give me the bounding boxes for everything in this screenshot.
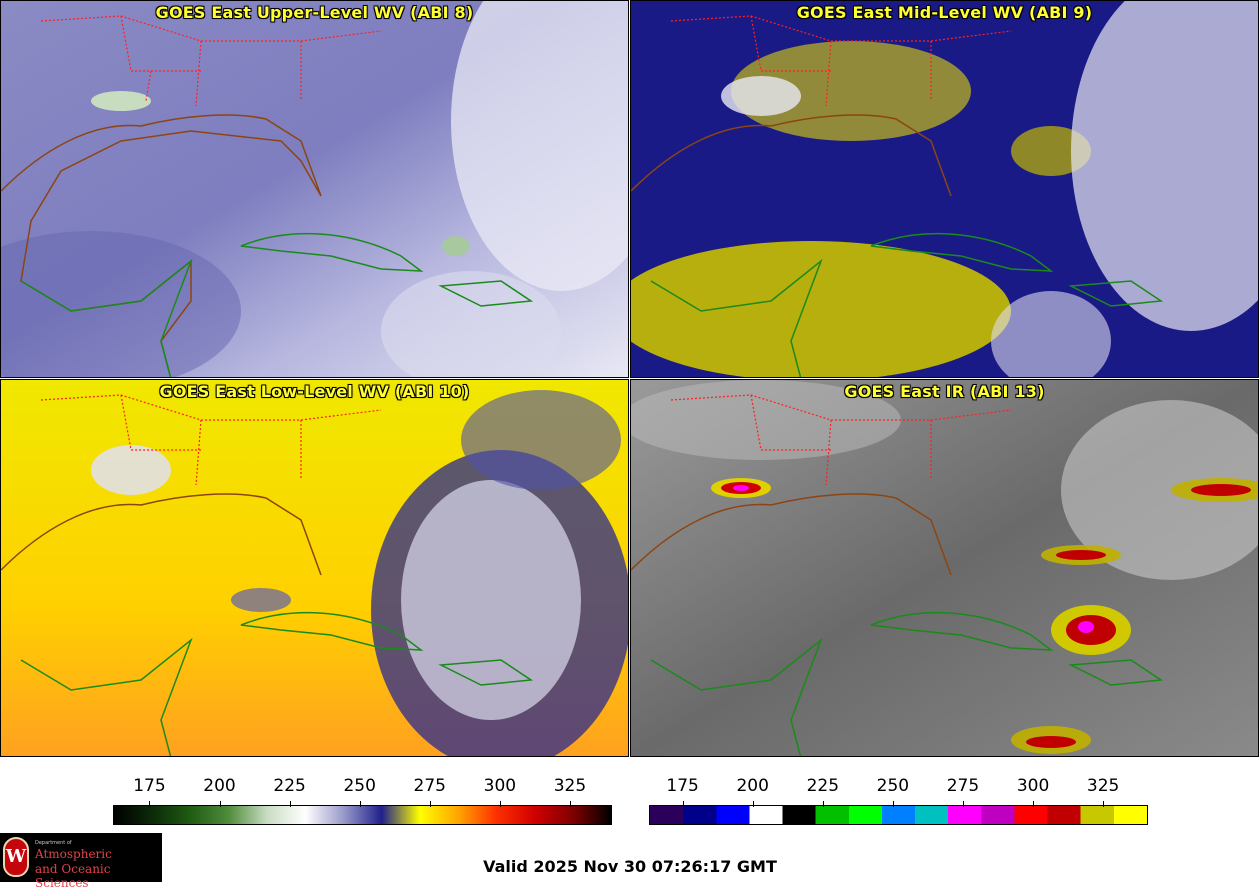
panel-mid-level-wv: GOES East Mid-Level WV (ABI 9) [630,0,1259,378]
uw-seal-icon: W [3,837,29,877]
colorbar-tick-mark [499,801,501,807]
logo-dept-text: Department of [35,840,72,846]
colorbar-tick-mark [892,801,894,807]
panel-title: GOES East Mid-Level WV (ABI 9) [796,3,1093,22]
colorbar-tick-label: 200 [736,776,769,796]
colorbar-tick-mark [682,801,684,807]
colorbar-tick-mark [359,801,361,807]
colorbar-tick-label: 300 [483,776,517,796]
ir-colorbar [649,805,1148,825]
colorbar-tick-label: 325 [1086,776,1120,796]
colorbar-tick-label: 250 [876,776,910,796]
ir-image [631,380,1258,756]
panel-low-level-wv: GOES East Low-Level WV (ABI 10) [0,379,629,757]
panel-ir: GOES East IR (ABI 13) [630,379,1259,757]
colorbar-tick-mark [962,801,964,807]
colorbar-tick-mark [149,801,151,807]
wv-colorbar [113,805,612,825]
panel-upper-level-wv: GOES East Upper-Level WV (ABI 8) [0,0,629,378]
colorbar-tick-mark [289,801,291,807]
colorbar-tick-mark [569,801,571,807]
colorbar-tick-mark [1033,801,1035,807]
colorbar-tick-mark [219,801,221,807]
colorbar-tick-label: 275 [946,776,980,796]
valid-time: Valid 2025 Nov 30 07:26:17 GMT [483,857,777,876]
colorbar-tick-label: 250 [343,776,376,796]
upper-level-wv-image [1,1,628,377]
colorbar-tick-label: 300 [1016,776,1050,796]
colorbar-tick-mark [1103,801,1105,807]
colorbar-tick-mark [822,801,824,807]
panel-title: GOES East Low-Level WV (ABI 10) [159,382,470,401]
colorbar-tick-mark [429,801,431,807]
colorbar-tick-label: 325 [553,776,587,796]
colorbar-tick-label: 175 [133,776,166,796]
colorbar-tick-mark [752,801,754,807]
logo-line1: Atmospheric [35,847,112,861]
colorbar-tick-label: 225 [273,776,306,796]
aos-logo: W Department of Atmospheric and Oceanic … [0,833,162,890]
colorbar-tick-label: 275 [413,776,446,796]
panel-title: GOES East Upper-Level WV (ABI 8) [155,3,474,22]
panel-title: GOES East IR (ABI 13) [844,382,1045,401]
colorbar-tick-label: 175 [666,776,699,796]
mid-level-wv-image [631,1,1258,377]
low-level-wv-image [1,380,628,756]
colorbar-tick-label: 200 [203,776,236,796]
colorbar-tick-label: 225 [806,776,840,796]
